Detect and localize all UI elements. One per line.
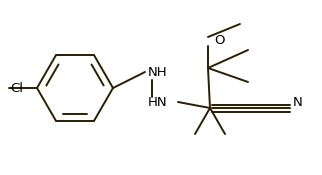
Text: N: N [293,96,303,108]
Text: HN: HN [148,96,168,108]
Text: Cl: Cl [10,82,23,95]
Text: O: O [215,33,225,47]
Text: NH: NH [148,65,168,79]
